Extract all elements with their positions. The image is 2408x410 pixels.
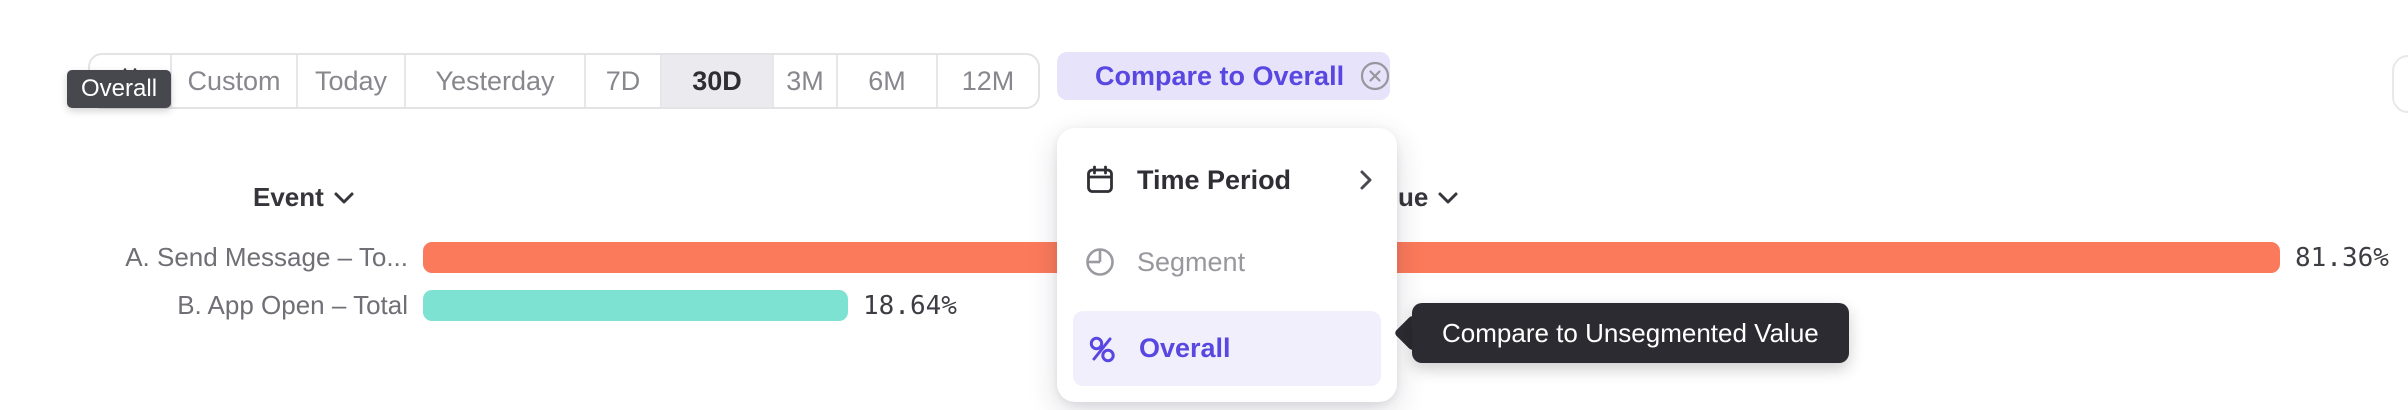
compare-unsegmented-tooltip-text: Compare to Unsegmented Value — [1442, 317, 1819, 348]
time-range-today[interactable]: Today — [298, 55, 406, 107]
bar-label: A. Send Message – To... — [125, 242, 408, 272]
time-range-label: 12M — [961, 65, 1015, 96]
menu-item-label: Time Period — [1137, 164, 1292, 195]
menu-item-overall[interactable]: Overall — [1073, 311, 1381, 386]
bar-label: B. App Open – Total — [177, 290, 408, 320]
segment-icon — [1086, 248, 1114, 276]
chevron-down-icon — [1438, 192, 1458, 203]
bar-value: 81.36% — [2295, 242, 2389, 273]
time-range-label: 7D — [605, 65, 641, 96]
time-range-label: Custom — [187, 65, 281, 96]
bar-value: 18.64% — [863, 290, 957, 321]
chart-bar[interactable] — [423, 290, 848, 321]
time-range-custom[interactable]: Custom — [172, 55, 298, 107]
time-range-label: 3M — [786, 65, 824, 96]
event-column-header[interactable]: Event — [253, 182, 355, 213]
compare-unsegmented-tooltip: Compare to Unsegmented Value — [1412, 303, 1849, 363]
chart-row: B. App Open – Total 18.64% — [60, 290, 957, 321]
time-range-yesterday[interactable]: Yesterday — [406, 55, 586, 107]
time-range-30d[interactable]: 30D — [662, 55, 774, 107]
close-circle-icon[interactable] — [1360, 61, 1390, 91]
chevron-right-icon — [1360, 170, 1372, 190]
time-range-label: Today — [314, 65, 388, 96]
menu-item-label: Overall — [1139, 333, 1231, 363]
time-range-12m[interactable]: 12M — [938, 55, 1038, 107]
edge-partial-button[interactable] — [2392, 55, 2408, 113]
chevron-down-icon — [334, 192, 354, 203]
time-range-label: 6M — [868, 65, 906, 96]
value-column-header-partial-label: ue — [1398, 182, 1429, 212]
event-column-header-label: Event — [253, 182, 324, 212]
time-range-label: 30D — [692, 65, 742, 96]
overall-tooltip: Overall — [67, 70, 172, 108]
time-range-label: Yesterday — [435, 65, 555, 96]
calendar-icon — [1087, 165, 1113, 193]
menu-item-segment[interactable]: Segment — [1057, 232, 1397, 292]
time-range-3m[interactable]: 3M — [774, 55, 838, 107]
compare-to-overall-button[interactable]: Compare to Overall — [1057, 52, 1390, 100]
compare-to-overall-label: Compare to Overall — [1095, 60, 1345, 91]
value-column-header-partial[interactable]: ue — [1398, 182, 1459, 213]
time-range-7d[interactable]: 7D — [586, 55, 662, 107]
menu-item-label: Segment — [1137, 246, 1246, 277]
menu-item-time-period[interactable]: Time Period — [1057, 150, 1397, 210]
time-range-6m[interactable]: 6M — [838, 55, 938, 107]
overall-tooltip-text: Overall — [81, 75, 158, 102]
percent-icon — [1089, 336, 1115, 362]
time-range-control: Custom Today Yesterday 7D 30D 3M 6M 12M — [88, 53, 1040, 109]
compare-dropdown-menu: Time Period Segment Overall — [1057, 128, 1397, 402]
